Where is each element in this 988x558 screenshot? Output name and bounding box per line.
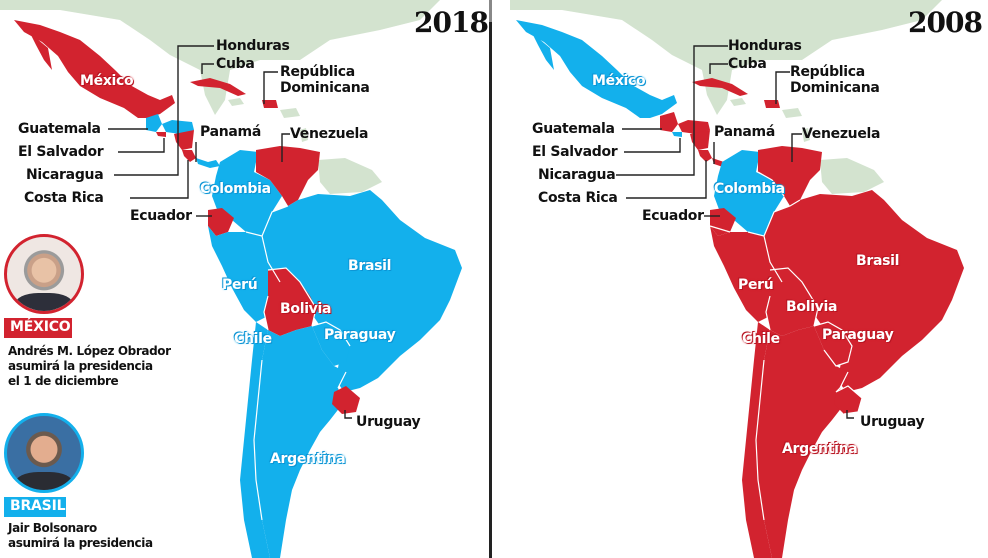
country-cuba: [692, 78, 748, 96]
country-guatemala: [146, 114, 162, 132]
label-guatemala: Guatemala: [18, 121, 101, 137]
country-venezuela: [758, 146, 822, 206]
label-peru: Perú: [738, 277, 774, 293]
label-chile: Chile: [234, 331, 272, 347]
country-dominicana: [262, 100, 278, 108]
country-peru: [710, 226, 782, 322]
map-2008: [510, 0, 964, 558]
label-brasil: Brasil: [348, 258, 392, 274]
country-brasil: [764, 190, 964, 392]
map-2018: [0, 0, 462, 558]
label-dominicana: República Dominicana: [280, 64, 370, 96]
label-panama: Panamá: [200, 124, 261, 140]
avatar-lopez-obrador: [4, 234, 84, 314]
label-paraguay: Paraguay: [324, 327, 396, 343]
country-dominicana: [764, 100, 780, 108]
country-ecuador: [208, 208, 234, 236]
tag-mexico: MÉXICO: [4, 318, 72, 338]
label-costa-rica: Costa Rica: [538, 190, 618, 206]
country-bolivia: [264, 268, 316, 336]
caption-bolsonaro: Jair Bolsonaro asumirá la presidencia: [8, 521, 153, 550]
country-chile: [240, 322, 270, 558]
country-costa-rica: [698, 150, 712, 162]
country-peru: [208, 226, 280, 322]
country-paraguay: [312, 322, 350, 366]
country-venezuela: [256, 146, 320, 206]
label-paraguay: Paraguay: [822, 327, 894, 343]
map-panel-2018: 2018 México Honduras Cuba República Domi…: [0, 0, 490, 558]
label-cuba: Cuba: [216, 56, 255, 72]
label-colombia: Colombia: [714, 181, 785, 197]
label-guatemala: Guatemala: [532, 121, 615, 137]
country-cuba: [190, 78, 246, 96]
label-nicaragua: Nicaragua: [26, 167, 104, 183]
country-mexico: [14, 20, 175, 118]
label-panama: Panamá: [714, 124, 775, 140]
label-el-salvador: El Salvador: [18, 144, 104, 160]
year-label-2018: 2018: [414, 6, 489, 39]
label-dominicana: República Dominicana: [790, 64, 880, 96]
label-cuba: Cuba: [728, 56, 767, 72]
map-panel-2008: 2008 México Honduras Cuba República Domi…: [492, 0, 988, 558]
panel-divider-top: [489, 0, 492, 22]
country-nicaragua: [690, 130, 710, 150]
country-panama: [196, 158, 220, 168]
country-chile: [742, 322, 772, 558]
country-uruguay: [332, 386, 360, 414]
country-el-salvador: [156, 132, 166, 137]
land-guianas: [820, 158, 884, 194]
country-uruguay: [834, 386, 862, 414]
year-label-2008: 2008: [908, 6, 983, 39]
country-el-salvador: [672, 132, 682, 137]
label-peru: Perú: [222, 277, 258, 293]
label-bolivia: Bolivia: [786, 299, 838, 315]
label-uruguay: Uruguay: [356, 414, 421, 430]
country-bolivia: [766, 268, 818, 336]
label-nicaragua: Nicaragua: [538, 167, 616, 183]
avatar-bolsonaro: [4, 413, 84, 493]
caption-lopez-obrador: Andrés M. López Obrador asumirá la presi…: [8, 344, 171, 388]
label-mexico: México: [592, 73, 646, 89]
country-nicaragua: [174, 130, 194, 150]
panel-divider: [489, 0, 492, 558]
label-honduras: Honduras: [216, 38, 290, 54]
label-mexico: México: [80, 73, 134, 89]
label-ecuador: Ecuador: [130, 208, 192, 224]
label-el-salvador: El Salvador: [532, 144, 618, 160]
label-ecuador: Ecuador: [642, 208, 704, 224]
label-uruguay: Uruguay: [860, 414, 925, 430]
country-brasil: [262, 190, 462, 392]
land-guianas: [318, 158, 382, 194]
label-costa-rica: Costa Rica: [24, 190, 104, 206]
label-honduras: Honduras: [728, 38, 802, 54]
label-brasil: Brasil: [856, 253, 900, 269]
label-chile: Chile: [742, 331, 780, 347]
country-paraguay: [814, 322, 852, 366]
country-costa-rica: [182, 150, 196, 162]
borders-2008: [709, 171, 863, 521]
label-bolivia: Bolivia: [280, 301, 332, 317]
leader-lines-2018: [108, 45, 352, 419]
label-venezuela: Venezuela: [802, 126, 881, 142]
label-colombia: Colombia: [200, 181, 271, 197]
portrait-shoulders: [15, 293, 73, 311]
country-ecuador: [710, 208, 736, 236]
label-argentina: Argentina: [782, 441, 858, 457]
country-guatemala: [660, 112, 678, 132]
land-north-america: [510, 0, 942, 115]
label-venezuela: Venezuela: [290, 126, 369, 142]
portrait-shoulders: [15, 472, 73, 490]
label-argentina: Argentina: [270, 451, 346, 467]
country-argentina: [756, 326, 848, 558]
tag-brasil: BRASIL: [4, 497, 66, 517]
borders-2018: [245, 205, 351, 521]
leader-lines-2008: [616, 45, 854, 419]
country-argentina: [254, 326, 346, 558]
land-north-america: [0, 0, 440, 115]
country-mexico: [516, 20, 677, 118]
